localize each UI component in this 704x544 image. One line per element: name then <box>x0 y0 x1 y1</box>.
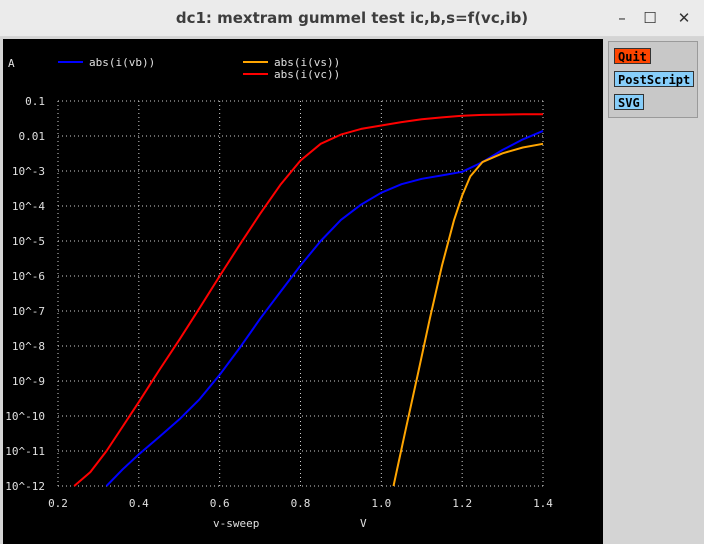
series-line-0 <box>105 129 544 487</box>
axes: 0.1 0.01 10^-3 10^-4 10^-5 10^-6 10^-7 10^-8 10^… <box>5 95 553 510</box>
svg-button[interactable]: SVG <box>614 94 644 110</box>
x-tick-label: 0.4 <box>129 497 149 510</box>
minimize-icon[interactable]: – <box>618 9 626 27</box>
legend-label-2: abs(i(vc)) <box>274 68 340 81</box>
x-axis-label: v-sweep <box>213 517 259 530</box>
chart-svg: 0.1 0.01 10^-3 10^-4 10^-5 10^-6 10^-7 10^-8 10^… <box>5 56 553 530</box>
title-bar: dc1: mextram gummel test ic,b,s=f(vc,ib)… <box>0 0 704 37</box>
x-tick-label: 1.4 <box>533 497 553 510</box>
y-tick-label: 10^-4 <box>12 200 45 213</box>
legend: abs(i(vb)) abs(i(vs))abs(i(vc)) <box>58 56 340 81</box>
y-tick-label: 10^-12 <box>5 480 45 493</box>
y-tick-label: 10^-7 <box>12 305 45 318</box>
quit-button[interactable]: Quit <box>614 48 651 64</box>
x-tick-label: 1.0 <box>371 497 391 510</box>
maximize-icon[interactable]: ☐ <box>643 9 657 27</box>
x-tick-label: 0.6 <box>210 497 230 510</box>
y-tick-label: 0.01 <box>19 130 46 143</box>
legend-label-1: abs(i(vs)) <box>274 56 340 69</box>
x-unit-label: V <box>360 517 367 530</box>
y-tick-label: 0.1 <box>25 95 45 108</box>
series-line-2 <box>73 113 543 487</box>
window-title: dc1: mextram gummel test ic,b,s=f(vc,ib) <box>175 9 529 27</box>
y-tick-label: 10^-9 <box>12 375 45 388</box>
legend-label-0: abs(i(vb)) <box>89 56 155 69</box>
plot-area: 0.1 0.01 10^-3 10^-4 10^-5 10^-6 10^-7 10^-8 10^… <box>3 39 603 544</box>
series-lines <box>73 113 544 487</box>
close-icon[interactable]: ✕ <box>677 9 691 27</box>
y-tick-label: 10^-6 <box>12 270 45 283</box>
postscript-button[interactable]: PostScript <box>614 71 695 87</box>
y-tick-label: 10^-10 <box>5 410 45 423</box>
series-line-1 <box>392 142 544 487</box>
y-tick-label: 10^-5 <box>12 235 45 248</box>
axis-labels: Av-sweep V <box>8 57 367 530</box>
button-panel: Quit PostScript SVG <box>608 41 698 118</box>
x-tick-label: 0.2 <box>48 497 68 510</box>
y-tick-label: 10^-11 <box>5 445 45 458</box>
y-tick-label: 10^-8 <box>12 340 45 353</box>
y-tick-label: 10^-3 <box>12 165 45 178</box>
x-tick-label: 0.8 <box>291 497 311 510</box>
x-tick-label: 1.2 <box>452 497 472 510</box>
y-axis-label: A <box>8 57 15 70</box>
window-body: 0.1 0.01 10^-3 10^-4 10^-5 10^-6 10^-7 10^-8 10^… <box>0 37 704 544</box>
grid <box>57 100 544 487</box>
